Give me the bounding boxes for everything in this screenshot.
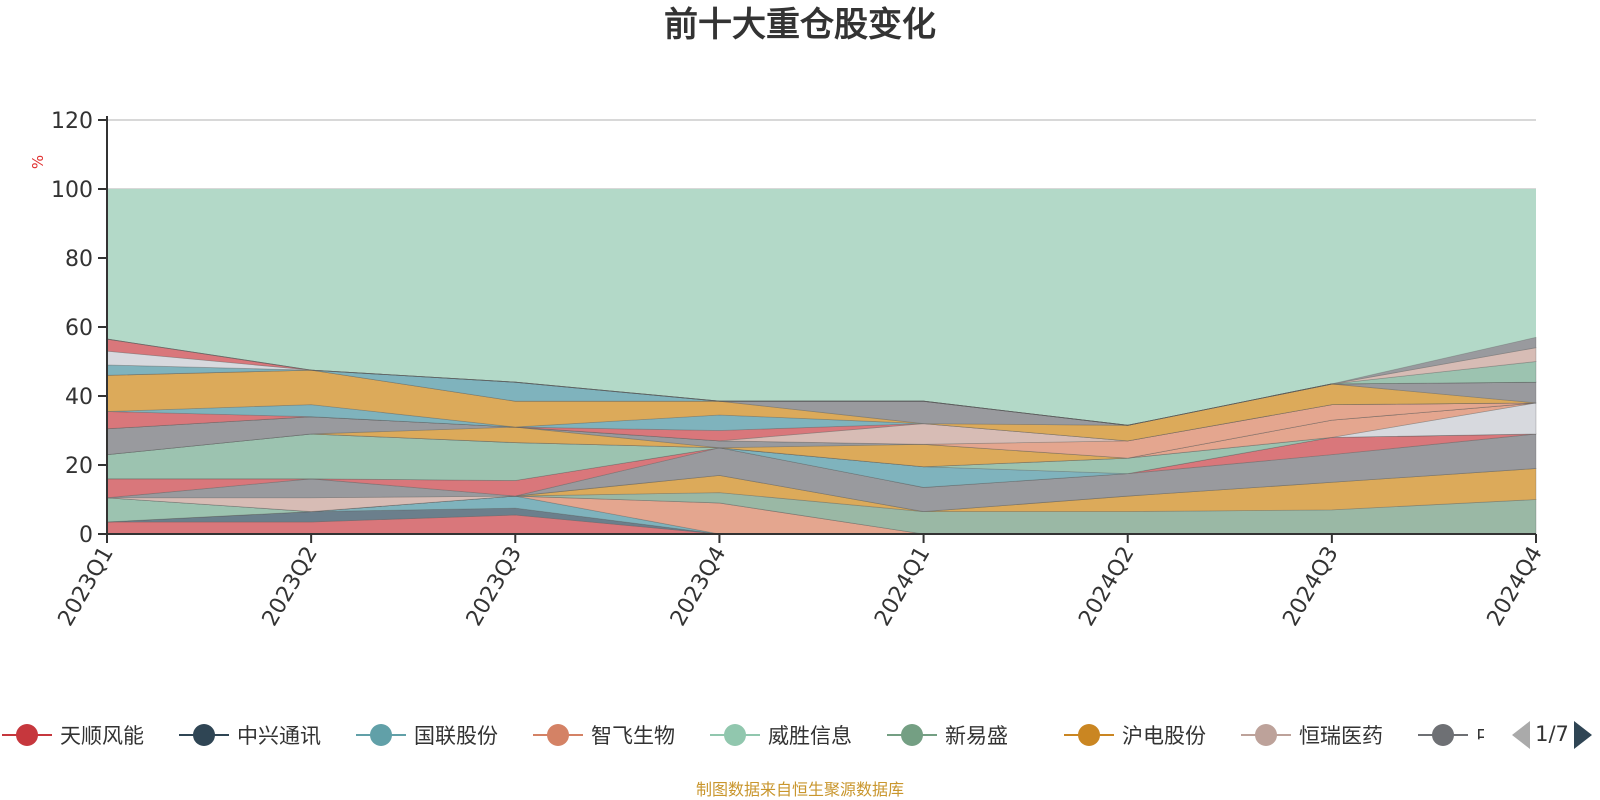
- y-axis-unit: %: [29, 155, 47, 169]
- area-series-27: [106, 338, 1537, 426]
- legend-marker: [724, 724, 746, 746]
- legend-label: 威胜信息: [768, 724, 852, 748]
- y-tick-label: 120: [51, 109, 93, 134]
- legend-label: 国联股份: [414, 724, 498, 748]
- legend-marker: [370, 724, 392, 746]
- legend-item[interactable]: 新易盛: [887, 724, 1008, 748]
- legend-marker: [901, 724, 923, 746]
- area-series-2: [106, 507, 1536, 535]
- legend-item[interactable]: 天顺风能: [2, 724, 144, 748]
- chart-title: 前十大重仓股变化: [664, 5, 936, 45]
- x-tick-label: 2023Q4: [666, 542, 731, 630]
- legend-prev-icon[interactable]: [1512, 721, 1530, 749]
- area-series-7: [106, 468, 1537, 512]
- area-series-26: [106, 338, 1537, 426]
- legend-page-indicator: 1/7: [1535, 722, 1569, 746]
- legend-next-icon[interactable]: [1574, 721, 1592, 749]
- legend-item[interactable]: 智飞生物: [533, 724, 675, 748]
- legend: 天顺风能 中兴通讯 国联股份 智飞生物 威胜信息 新易盛 沪电股份 恒瑞医药 中际旭创: [2, 724, 1560, 748]
- legend-marker: [16, 724, 38, 746]
- x-tick-label: 2024Q1: [870, 542, 935, 630]
- y-tick-label: 20: [65, 454, 93, 479]
- legend-label: 天顺风能: [60, 724, 144, 748]
- legend-pager: 1/7: [1512, 721, 1592, 749]
- area-series-9: [106, 433, 1537, 512]
- legend-label: 智飞生物: [591, 724, 675, 748]
- legend-label: 恒瑞医药: [1299, 724, 1383, 748]
- legend-item[interactable]: 恒瑞医药: [1241, 724, 1383, 748]
- legend-item[interactable]: 中兴通讯: [179, 724, 321, 748]
- legend-marker: [547, 724, 569, 746]
- y-axis-ticks: 0 20 40 60 80 100 120: [51, 109, 107, 548]
- legend-item[interactable]: 沪电股份: [1064, 724, 1206, 748]
- legend-marker: [1255, 724, 1277, 746]
- x-tick-label: 2023Q2: [258, 542, 323, 630]
- legend-label: 沪电股份: [1122, 724, 1206, 748]
- x-tick-label: 2023Q3: [462, 542, 527, 630]
- y-tick-label: 100: [51, 178, 93, 203]
- legend-label: 新易盛: [945, 724, 1008, 748]
- area-series-28: [106, 336, 1537, 426]
- legend-marker: [1078, 724, 1100, 746]
- legend-item[interactable]: 国联股份: [356, 724, 498, 748]
- x-tick-label: 2024Q4: [1483, 542, 1548, 630]
- data-source-note: 制图数据来自恒生聚源数据库: [696, 780, 904, 799]
- legend-marker: [1432, 724, 1454, 746]
- y-tick-label: 40: [65, 385, 93, 410]
- legend-item[interactable]: 中际旭创: [1418, 724, 1560, 748]
- legend-item[interactable]: 威胜信息: [710, 724, 852, 748]
- area-series-4: [106, 495, 1536, 535]
- legend-label: 中际旭创: [1476, 724, 1560, 748]
- area-series-10: [106, 433, 1537, 499]
- y-tick-label: 60: [65, 316, 93, 341]
- y-tick-label: 0: [79, 523, 93, 548]
- y-tick-label: 80: [65, 247, 93, 272]
- area-series: [106, 336, 1537, 535]
- x-axis-ticks: 2023Q1 2023Q2 2023Q3 2023Q4 2024Q1 2024Q2 2024…: [54, 534, 1548, 630]
- area-series-6: [106, 492, 1537, 535]
- legend-label: 中兴通讯: [237, 724, 321, 748]
- legend-marker: [193, 724, 215, 746]
- x-tick-label: 2024Q3: [1278, 542, 1343, 630]
- x-tick-label: 2024Q2: [1074, 542, 1139, 630]
- x-tick-label: 2023Q1: [54, 542, 119, 630]
